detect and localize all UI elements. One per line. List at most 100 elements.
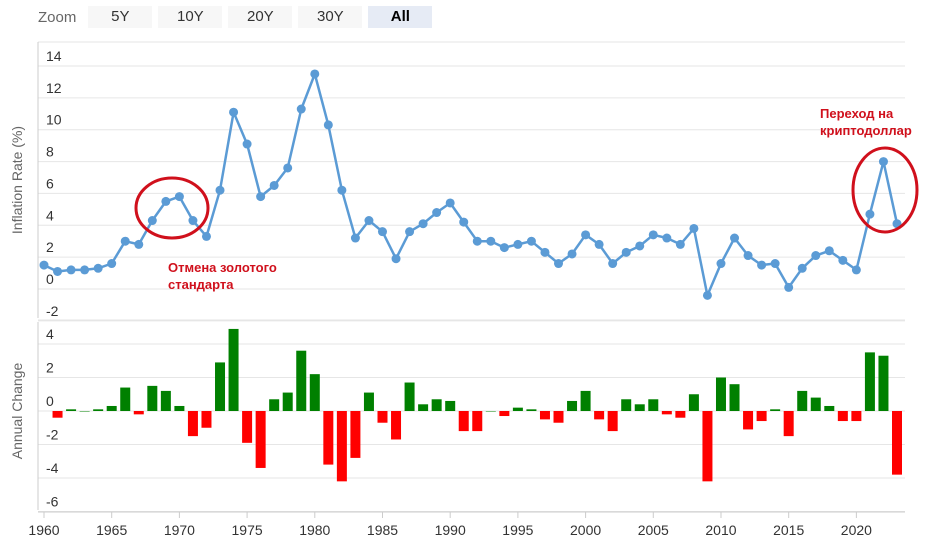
inflation-point[interactable] bbox=[107, 259, 117, 269]
inflation-point[interactable] bbox=[310, 69, 320, 79]
inflation-point[interactable] bbox=[201, 231, 211, 241]
inflation-point[interactable] bbox=[878, 157, 888, 167]
x-tick-label: 2020 bbox=[841, 522, 872, 538]
annual-change-bar bbox=[810, 397, 821, 411]
annual-change-bar bbox=[93, 409, 104, 411]
annual-change-bar bbox=[770, 409, 781, 411]
inflation-point[interactable] bbox=[635, 241, 645, 251]
inflation-point[interactable] bbox=[689, 223, 699, 233]
annual-change-bar bbox=[837, 411, 848, 422]
annual-change-bar bbox=[878, 355, 889, 411]
inflation-point[interactable] bbox=[716, 259, 726, 269]
annual-change-bar bbox=[892, 411, 902, 475]
inflation-point[interactable] bbox=[824, 246, 834, 256]
inflation-point[interactable] bbox=[784, 282, 794, 292]
inflation-point[interactable] bbox=[486, 236, 496, 246]
zoom-5y-button[interactable]: 5Y bbox=[88, 6, 153, 28]
zoom-30y-button[interactable]: 30Y bbox=[298, 6, 363, 28]
y-tick-label-bottom: 0 bbox=[46, 393, 54, 409]
inflation-point[interactable] bbox=[296, 104, 306, 114]
inflation-point[interactable] bbox=[283, 163, 293, 173]
annual-change-bar bbox=[323, 411, 334, 465]
inflation-point[interactable] bbox=[554, 259, 564, 269]
inflation-point[interactable] bbox=[811, 251, 821, 261]
inflation-point[interactable] bbox=[134, 239, 144, 249]
inflation-point[interactable] bbox=[499, 243, 509, 253]
inflation-point[interactable] bbox=[364, 216, 374, 226]
inflation-point[interactable] bbox=[147, 216, 157, 226]
y-tick-label-top: 14 bbox=[46, 48, 62, 64]
inflation-point[interactable] bbox=[594, 239, 604, 249]
annual-change-bar bbox=[675, 411, 686, 418]
x-tick-label: 2010 bbox=[705, 522, 736, 538]
annual-change-bar bbox=[215, 362, 226, 411]
annual-change-bar bbox=[133, 411, 144, 415]
inflation-point[interactable] bbox=[567, 249, 577, 259]
inflation-point[interactable] bbox=[242, 139, 252, 149]
inflation-point[interactable] bbox=[459, 217, 469, 227]
inflation-point[interactable] bbox=[581, 230, 591, 240]
annual-change-bar bbox=[607, 411, 618, 432]
zoom-10y-button[interactable]: 10Y bbox=[158, 6, 223, 28]
inflation-point[interactable] bbox=[350, 233, 360, 243]
inflation-point[interactable] bbox=[608, 259, 618, 269]
inflation-point[interactable] bbox=[93, 263, 103, 273]
annual-change-bar bbox=[567, 400, 578, 411]
inflation-point[interactable] bbox=[472, 236, 482, 246]
inflation-point[interactable] bbox=[188, 216, 198, 226]
annual-change-bar bbox=[106, 405, 117, 411]
inflation-point[interactable] bbox=[39, 260, 49, 270]
inflation-point[interactable] bbox=[445, 198, 455, 208]
inflation-point[interactable] bbox=[391, 254, 401, 264]
inflation-point[interactable] bbox=[256, 192, 266, 202]
annotation-circle-cryptodollar bbox=[851, 146, 919, 234]
inflation-point[interactable] bbox=[405, 227, 415, 237]
zoom-20y-button[interactable]: 20Y bbox=[228, 6, 293, 28]
annual-change-bar bbox=[228, 328, 239, 411]
inflation-point[interactable] bbox=[540, 247, 550, 257]
inflation-point[interactable] bbox=[797, 263, 807, 273]
inflation-point[interactable] bbox=[66, 265, 76, 275]
y-tick-label-top: 2 bbox=[46, 239, 54, 255]
inflation-point[interactable] bbox=[770, 259, 780, 269]
inflation-point[interactable] bbox=[229, 107, 239, 117]
inflation-point[interactable] bbox=[215, 185, 225, 195]
inflation-point[interactable] bbox=[377, 227, 387, 237]
x-tick-label: 1970 bbox=[164, 522, 195, 538]
y-tick-label-bottom: -2 bbox=[46, 427, 59, 443]
inflation-point[interactable] bbox=[53, 266, 63, 276]
y-tick-label-bottom: -4 bbox=[46, 460, 59, 476]
inflation-point[interactable] bbox=[161, 196, 171, 206]
inflation-point[interactable] bbox=[838, 255, 848, 265]
annual-change-bar bbox=[783, 411, 794, 437]
inflation-point[interactable] bbox=[662, 233, 672, 243]
annual-change-bar bbox=[485, 411, 496, 412]
inflation-point[interactable] bbox=[730, 233, 740, 243]
inflation-point[interactable] bbox=[865, 209, 875, 219]
inflation-point[interactable] bbox=[648, 230, 658, 240]
inflation-point[interactable] bbox=[269, 180, 279, 190]
inflation-point[interactable] bbox=[851, 265, 861, 275]
inflation-point[interactable] bbox=[513, 239, 523, 249]
inflation-point[interactable] bbox=[174, 192, 184, 202]
annual-change-bar bbox=[743, 411, 754, 430]
inflation-point[interactable] bbox=[418, 219, 428, 229]
inflation-point[interactable] bbox=[80, 265, 90, 275]
inflation-point[interactable] bbox=[621, 247, 631, 257]
annual-change-bar bbox=[648, 399, 659, 411]
y-tick-label-top: 8 bbox=[46, 144, 54, 160]
inflation-point[interactable] bbox=[337, 185, 347, 195]
inflation-point[interactable] bbox=[702, 290, 712, 300]
inflation-point[interactable] bbox=[526, 236, 536, 246]
inflation-point[interactable] bbox=[757, 260, 767, 270]
y-tick-label-top: -2 bbox=[46, 303, 59, 319]
inflation-point[interactable] bbox=[675, 239, 685, 249]
inflation-point[interactable] bbox=[120, 236, 130, 246]
annual-change-bar bbox=[864, 352, 875, 411]
annual-change-bar bbox=[296, 350, 307, 411]
annual-change-bar bbox=[52, 411, 63, 418]
zoom-all-button[interactable]: All bbox=[368, 6, 433, 28]
inflation-point[interactable] bbox=[323, 120, 333, 130]
inflation-point[interactable] bbox=[743, 251, 753, 261]
inflation-point[interactable] bbox=[432, 208, 442, 218]
